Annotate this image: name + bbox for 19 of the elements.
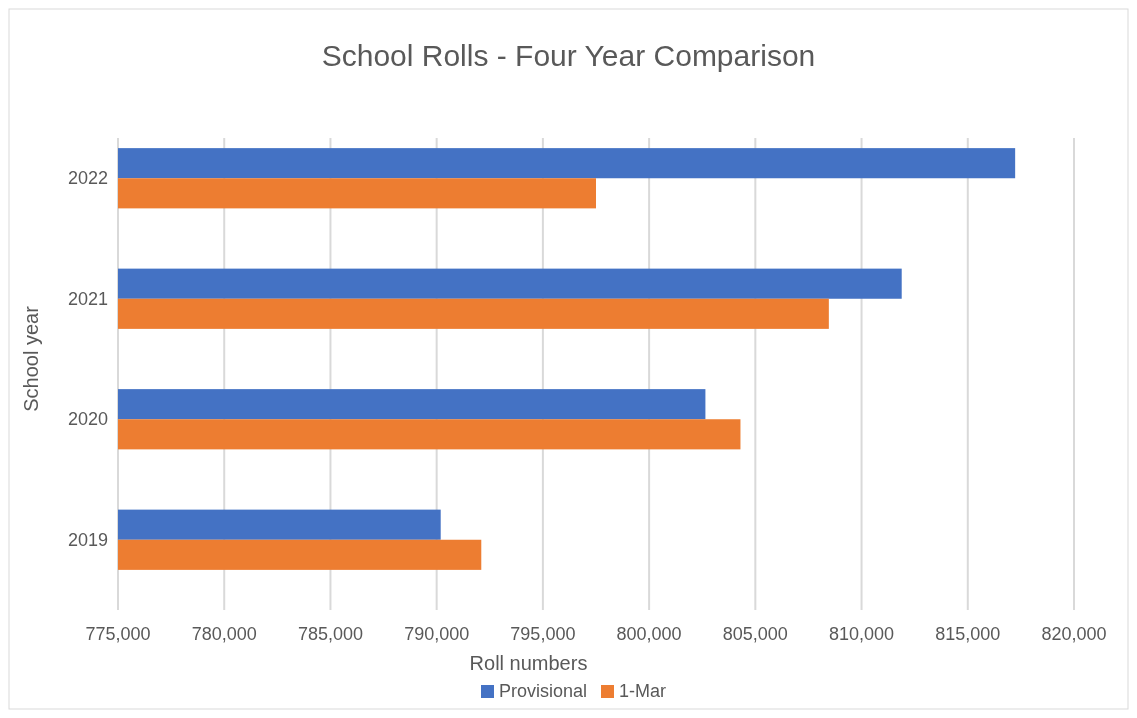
x-tick-label: 820,000 — [1041, 624, 1107, 644]
y-tick-label: 2019 — [67, 529, 108, 550]
y-axis-title: School year — [20, 305, 42, 412]
legend-label: 1-Mar — [619, 681, 667, 701]
chart-title: School Rolls - Four Year Comparison — [321, 39, 816, 72]
x-tick-label: 805,000 — [722, 624, 788, 644]
x-tick-label: 815,000 — [935, 624, 1001, 644]
x-tick-label: 790,000 — [404, 624, 470, 644]
x-tick-label: 810,000 — [829, 624, 895, 644]
x-axis-title: Roll numbers — [469, 652, 588, 674]
y-tick-label: 2020 — [67, 409, 108, 430]
legend-label: Provisional — [499, 681, 588, 701]
x-tick-label: 795,000 — [510, 624, 576, 644]
x-tick-label: 775,000 — [85, 624, 151, 644]
y-tick-label: 2021 — [67, 288, 108, 309]
x-tick-label: 800,000 — [616, 624, 682, 644]
y-tick-label: 2022 — [67, 168, 108, 189]
x-tick-label: 780,000 — [191, 624, 257, 644]
x-tick-label: 785,000 — [297, 624, 363, 644]
